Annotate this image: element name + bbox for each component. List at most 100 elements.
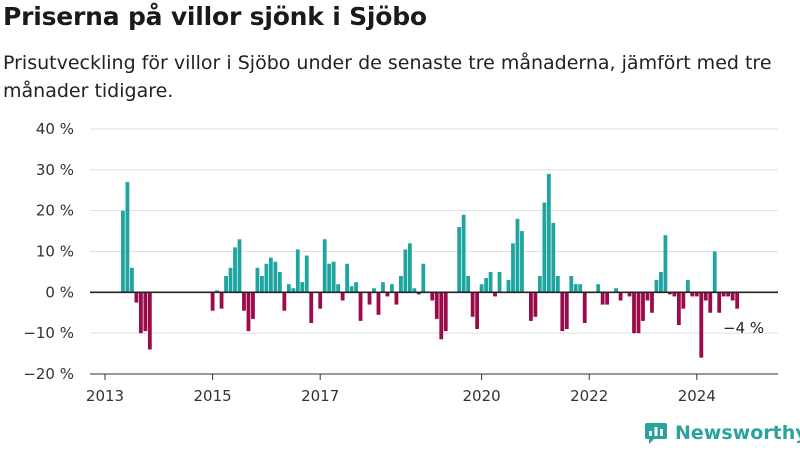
last-value-annotation: −4 %: [723, 319, 764, 337]
bar: [134, 292, 139, 303]
x-tick-label: 2017: [301, 387, 339, 405]
y-axis-ticks: 40 % 30 % 20 % 10 % 0 % −10 % −20 %: [23, 120, 74, 383]
bar: [573, 284, 578, 293]
bar: [515, 218, 520, 293]
bar: [551, 222, 556, 293]
bar: [721, 292, 726, 297]
y-tick-label: 20 %: [36, 202, 74, 220]
y-tick-label: 40 %: [36, 120, 74, 138]
bar: [354, 282, 358, 293]
bar: [125, 182, 130, 293]
bar: [694, 292, 699, 297]
bar: [703, 292, 708, 301]
x-tick-label: 2015: [194, 387, 232, 405]
bar: [260, 276, 264, 293]
bar: [537, 276, 542, 293]
bar: [708, 292, 713, 313]
bar: [685, 280, 690, 293]
bar: [582, 292, 587, 323]
bar: [614, 288, 618, 293]
bar: [546, 173, 551, 293]
brand-name: Newsworthy: [675, 422, 800, 444]
x-axis: 2013 2015 2017 2020 2022 2024: [86, 291, 778, 405]
bar: [493, 292, 497, 297]
bar: [399, 276, 403, 293]
bar: [542, 202, 547, 293]
bar: [596, 284, 601, 293]
bar: [300, 282, 305, 293]
bar: [304, 255, 309, 293]
newsworthy-logo-icon: [645, 423, 667, 444]
bar: [457, 227, 462, 293]
y-tick-label: 10 %: [36, 243, 74, 261]
bar: [600, 292, 605, 305]
bar: [340, 292, 345, 301]
bar: [268, 257, 273, 293]
bar: [255, 267, 260, 293]
bar: [564, 292, 569, 330]
bar: [421, 263, 426, 293]
bar: [475, 292, 480, 330]
bar: [224, 276, 228, 293]
bar: [470, 292, 475, 317]
bar: [237, 239, 242, 293]
bar: [632, 292, 636, 334]
x-tick-label: 2020: [463, 387, 501, 405]
bar: [497, 271, 502, 293]
bar: [121, 210, 125, 293]
bar: [627, 292, 632, 297]
bar: [282, 292, 287, 311]
bar: [331, 261, 336, 293]
bar: [645, 292, 650, 301]
bar: [130, 267, 134, 293]
bar: [246, 292, 251, 332]
bar: [407, 243, 412, 293]
bar: [412, 288, 417, 293]
bar: [605, 292, 610, 305]
x-tick-label: 2022: [570, 387, 608, 405]
bar: [529, 292, 533, 321]
bar: [322, 239, 327, 293]
y-tick-label: −10 %: [23, 324, 74, 342]
bar: [461, 214, 466, 293]
bar: [717, 292, 722, 313]
bar: [659, 271, 663, 293]
bar: [578, 284, 583, 293]
bar: [676, 292, 681, 325]
bar: [210, 292, 215, 311]
bar: [264, 263, 269, 293]
bar: [654, 280, 659, 293]
bar: [555, 276, 560, 293]
bar: [699, 292, 704, 358]
bar: [372, 288, 376, 293]
bar: [730, 292, 735, 301]
bar: [712, 251, 717, 293]
bar: [143, 292, 148, 332]
bar: [242, 292, 246, 311]
bar: [430, 292, 435, 301]
newsworthy-brand: Newsworthy: [644, 420, 800, 446]
bar: [358, 292, 363, 321]
bar: [569, 276, 574, 293]
chart-title: Priserna på villor sjönk i Sjöbo: [3, 2, 427, 31]
bar: [309, 292, 314, 323]
bar: [520, 231, 524, 293]
bar: [735, 292, 740, 309]
bar: [618, 292, 623, 301]
y-tick-label: −20 %: [23, 365, 74, 383]
bar: [390, 284, 394, 293]
bar: [336, 284, 341, 293]
bar: [672, 292, 677, 297]
chart-subtitle: Prisutveckling för villor i Sjöbo under …: [3, 52, 772, 102]
bar: [511, 243, 515, 293]
bar: [376, 292, 381, 315]
bar: [726, 292, 731, 297]
bar: [663, 235, 668, 293]
bar: [466, 276, 471, 293]
bar: [233, 247, 237, 293]
bar: [394, 292, 399, 305]
bar: [484, 278, 488, 293]
bar: [215, 290, 219, 293]
bar: [318, 292, 323, 309]
bar: [385, 292, 390, 297]
